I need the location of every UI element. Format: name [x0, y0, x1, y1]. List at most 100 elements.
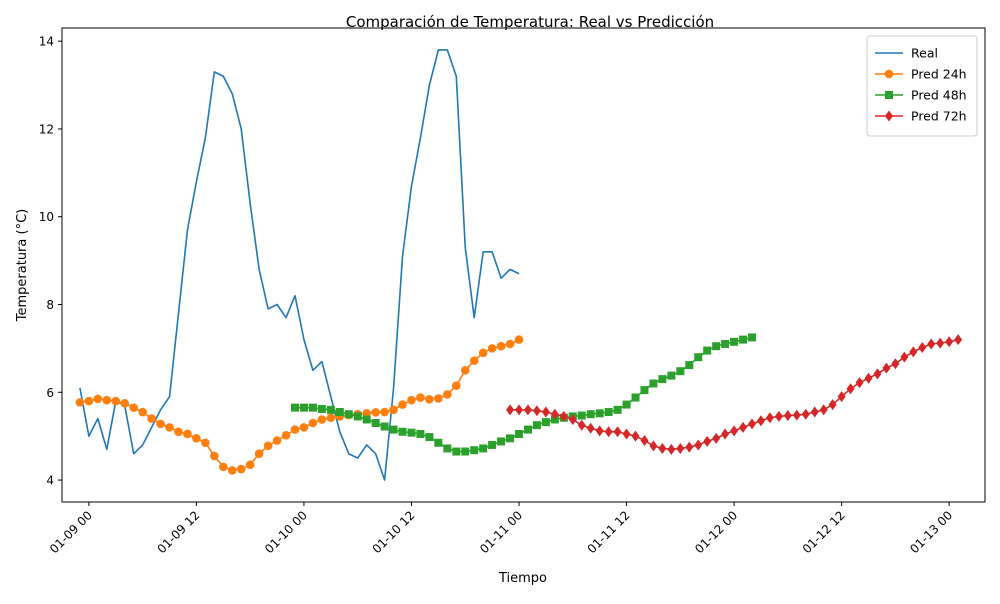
- data-point: [739, 421, 748, 433]
- data-point: [335, 408, 344, 417]
- data-point: [801, 408, 810, 420]
- data-point: [523, 425, 532, 434]
- data-point: [658, 442, 667, 454]
- data-point: [389, 425, 398, 434]
- data-point: [380, 407, 389, 417]
- data-point: [694, 353, 703, 362]
- data-point: [129, 403, 138, 412]
- data-point: [156, 419, 165, 429]
- data-point: [837, 391, 846, 403]
- x-axis: 01-09 00 01-09 12 01-10 00 01-10 12 01-11 00…: [47, 502, 955, 556]
- data-point: [434, 438, 443, 447]
- data-point: [828, 399, 837, 411]
- x-tick-label: 01-11 12: [585, 508, 633, 556]
- data-point: [371, 408, 380, 417]
- data-point: [236, 464, 246, 474]
- data-point: [541, 406, 550, 418]
- x-tick-label: 01-10 12: [370, 508, 418, 556]
- legend-item: Real: [875, 46, 938, 61]
- data-point: [165, 423, 174, 432]
- legend-label: Real: [911, 46, 938, 61]
- data-point: [317, 404, 326, 413]
- data-point: [885, 91, 893, 99]
- data-point: [102, 395, 112, 405]
- data-point: [712, 432, 721, 444]
- series-pred-24h: [75, 335, 524, 475]
- data-point: [631, 430, 640, 442]
- data-point: [667, 443, 676, 455]
- data-point: [765, 412, 774, 424]
- legend-box: [866, 35, 978, 137]
- y-axis-label: Temperatura (°C): [15, 209, 30, 322]
- data-point: [496, 341, 506, 351]
- data-point: [631, 393, 640, 402]
- data-point: [443, 390, 452, 399]
- data-point: [721, 340, 730, 348]
- data-point: [272, 436, 282, 445]
- data-point: [783, 410, 792, 422]
- data-point: [882, 362, 891, 374]
- data-point: [730, 425, 739, 437]
- data-point: [398, 400, 407, 409]
- data-point: [478, 348, 488, 358]
- legend-item: Pred 72h: [875, 109, 967, 124]
- data-point: [577, 419, 586, 431]
- data-point: [317, 415, 327, 424]
- data-point: [281, 430, 291, 440]
- data-point: [927, 338, 936, 350]
- data-point: [326, 405, 335, 414]
- series-line: [294, 336, 753, 453]
- data-point: [506, 434, 515, 443]
- data-point: [93, 394, 103, 404]
- data-point: [416, 393, 425, 402]
- data-point: [219, 462, 228, 472]
- data-point: [640, 386, 649, 395]
- x-tick-label: 01-10 00: [262, 508, 310, 556]
- data-point: [721, 428, 730, 440]
- data-point: [506, 404, 515, 416]
- data-point: [75, 398, 85, 407]
- data-point: [380, 422, 389, 431]
- x-tick-label: 01-09 12: [154, 508, 202, 556]
- data-point: [613, 405, 622, 414]
- series-pred-48h: [290, 333, 757, 456]
- data-point: [434, 394, 443, 403]
- data-point: [884, 69, 894, 79]
- data-point: [488, 440, 497, 449]
- data-point: [425, 433, 434, 442]
- legend-item: Pred 48h: [875, 88, 967, 103]
- data-point: [640, 435, 649, 447]
- data-point: [174, 427, 183, 437]
- data-point: [559, 410, 568, 422]
- y-axis: 4 6 8 10 12 14: [39, 35, 62, 488]
- data-point: [891, 358, 900, 370]
- data-point: [873, 368, 882, 380]
- data-point: [739, 335, 748, 344]
- data-point: [263, 441, 273, 451]
- data-point: [918, 342, 927, 354]
- data-point: [730, 337, 739, 346]
- data-point: [595, 425, 604, 437]
- data-point: [667, 371, 676, 380]
- data-point: [451, 381, 461, 390]
- data-point: [425, 395, 434, 404]
- data-point: [461, 447, 470, 456]
- data-point: [407, 428, 416, 437]
- data-point: [550, 408, 559, 420]
- data-point: [308, 403, 317, 412]
- data-point: [604, 408, 613, 417]
- data-point: [470, 446, 479, 455]
- data-point: [541, 418, 550, 427]
- data-point: [622, 400, 631, 409]
- data-point: [864, 372, 873, 384]
- data-point: [568, 413, 577, 425]
- series-line: [79, 49, 520, 481]
- data-point: [523, 404, 532, 416]
- data-point: [613, 426, 622, 438]
- data-point: [443, 444, 452, 453]
- x-tick-label: 01-11 00: [477, 508, 525, 556]
- data-point: [416, 429, 425, 438]
- data-point: [855, 377, 864, 389]
- data-point: [210, 451, 219, 461]
